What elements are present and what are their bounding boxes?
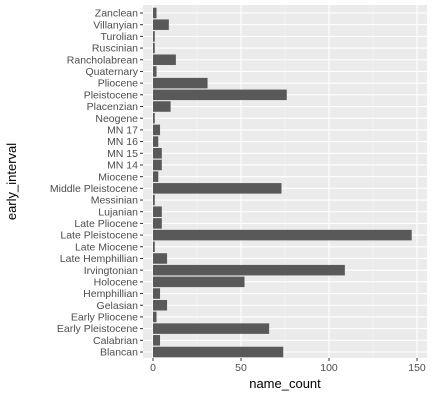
y-axis-title: early_interval: [4, 143, 19, 220]
y-tick-label: Early Pleistocene: [57, 323, 138, 335]
bar: [153, 66, 157, 77]
y-tick-label: Late Pleistocene: [60, 230, 138, 242]
bar: [153, 194, 155, 206]
y-tick-label: Turolian: [100, 31, 138, 43]
x-axis: 0 50 100 150: [150, 358, 426, 374]
y-tick-label: Late Miocene: [75, 241, 138, 253]
y-tick-label: MN 17: [107, 124, 138, 136]
bar: [153, 7, 157, 19]
bar: [153, 77, 208, 89]
bar: [153, 89, 287, 101]
bar: [153, 264, 345, 276]
bar: [153, 346, 284, 358]
y-tick-label: Late Pliocene: [74, 218, 138, 230]
y-tick-label: Pliocene: [98, 78, 138, 90]
bar: [153, 311, 157, 323]
y-tick-label: Villanyian: [93, 19, 138, 31]
bar: [153, 253, 168, 264]
bar: [153, 241, 155, 253]
bar: [153, 19, 169, 30]
y-tick-label: Hemphillian: [83, 288, 138, 300]
y-tick-label: MN 16: [107, 136, 138, 148]
y-tick-label: MN 15: [107, 148, 138, 160]
y-tick-label: Miocene: [98, 171, 138, 183]
bar: [153, 124, 161, 136]
minor-gridlines: [196, 5, 374, 358]
bar: [153, 218, 162, 229]
x-tick-label: 0: [150, 362, 156, 374]
y-tick-label: Irvingtonian: [84, 265, 138, 277]
y-tick-label: Rancholabrean: [67, 54, 138, 66]
x-tick-label: 100: [320, 362, 338, 374]
bar: [153, 229, 412, 241]
bar: [153, 183, 282, 194]
x-tick-label: 50: [235, 362, 247, 374]
bar: [153, 171, 159, 182]
bar: [153, 112, 155, 124]
bar: [153, 299, 168, 311]
y-tick-label: Early Pliocene: [71, 312, 138, 324]
y-tick-label: Holocene: [94, 276, 139, 288]
y-tick-label: Pleistocene: [84, 89, 138, 101]
y-tick-label: Placenzian: [87, 101, 139, 113]
y-tick-label: Ruscinian: [92, 43, 138, 55]
x-tick-label: 150: [408, 362, 426, 374]
y-tick-label: Blancan: [100, 347, 138, 359]
y-tick-label: Lujanian: [98, 206, 138, 218]
y-tick-label: Late Hemphillian: [60, 253, 138, 265]
bar: [153, 323, 270, 334]
y-tick-label: Neogene: [95, 113, 138, 125]
bar: [153, 206, 162, 217]
bar: [153, 335, 161, 346]
bar: [153, 288, 161, 299]
y-tick-label: MN 14: [107, 160, 138, 172]
bar: [153, 54, 176, 66]
y-tick-label: Messinian: [91, 195, 138, 207]
bar: [153, 276, 245, 288]
x-axis-title: name_count: [249, 376, 321, 391]
y-tick-label: Gelasian: [97, 300, 139, 312]
y-tick-label: Quaternary: [85, 66, 138, 78]
bar: [153, 101, 171, 112]
y-tick-label: Middle Pleistocene: [50, 183, 138, 195]
bars: [153, 7, 412, 358]
bar: [153, 31, 155, 42]
bar: [153, 136, 159, 147]
y-tick-label: Zanclean: [95, 8, 138, 20]
bar: [153, 42, 155, 54]
y-tick-label: Calabrian: [93, 335, 138, 347]
bar: [153, 159, 162, 171]
bar: [153, 148, 162, 159]
